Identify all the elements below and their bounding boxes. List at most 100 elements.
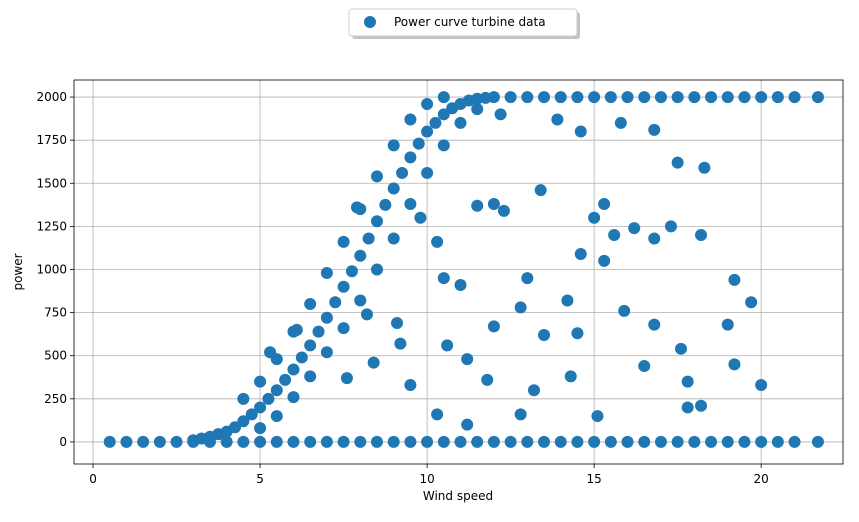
point (414, 211, 427, 224)
point (345, 265, 358, 278)
point (421, 166, 434, 179)
point (237, 435, 250, 448)
x-tick-label: 20 (754, 472, 769, 486)
point (574, 247, 587, 260)
point (538, 91, 551, 104)
point (270, 410, 283, 423)
point (755, 435, 768, 448)
point (461, 418, 474, 431)
point (287, 363, 300, 376)
point (811, 435, 824, 448)
point (170, 435, 183, 448)
point (340, 372, 353, 385)
point (295, 351, 308, 364)
point (554, 435, 567, 448)
point (521, 435, 534, 448)
point (379, 198, 392, 211)
point (695, 399, 708, 412)
point (270, 384, 283, 397)
point (320, 346, 333, 359)
grid (74, 80, 843, 464)
point (429, 116, 442, 129)
point (120, 435, 133, 448)
point (688, 435, 701, 448)
point (404, 197, 417, 210)
legend-box (348, 8, 578, 37)
point (504, 91, 517, 104)
point (698, 161, 711, 174)
point (681, 375, 694, 388)
point (360, 308, 373, 321)
point (494, 108, 507, 121)
point (574, 125, 587, 138)
point (728, 358, 741, 371)
point (521, 91, 534, 104)
point (396, 166, 409, 179)
point (237, 392, 250, 405)
point (304, 297, 317, 310)
point (811, 91, 824, 104)
point (588, 91, 601, 104)
point (504, 435, 517, 448)
point (487, 197, 500, 210)
point (245, 408, 258, 421)
points (103, 91, 824, 448)
point (320, 311, 333, 324)
point (588, 211, 601, 224)
point (705, 91, 718, 104)
point (471, 199, 484, 212)
y-tick-label: 1000 (36, 262, 67, 276)
point (431, 408, 444, 421)
y-tick-label: 1750 (36, 133, 67, 147)
point (350, 201, 363, 214)
point (664, 220, 677, 233)
point (421, 125, 434, 138)
point (337, 322, 350, 335)
point (103, 435, 116, 448)
point (554, 91, 567, 104)
y-axis-label: power (11, 253, 25, 290)
point (437, 435, 450, 448)
point (695, 229, 708, 242)
point (571, 327, 584, 340)
point (598, 197, 611, 210)
point (304, 435, 317, 448)
y-tick-label: 250 (44, 392, 67, 406)
point (254, 375, 267, 388)
point (654, 91, 667, 104)
point (621, 435, 634, 448)
point (320, 435, 333, 448)
point (471, 103, 484, 116)
point (788, 435, 801, 448)
point (279, 373, 292, 386)
plot-frame (73, 79, 844, 465)
point (254, 401, 267, 414)
point (728, 273, 741, 286)
point (654, 435, 667, 448)
point (521, 272, 534, 285)
point (437, 108, 450, 121)
x-tick-label: 10 (419, 472, 434, 486)
point (431, 235, 444, 248)
point (571, 435, 584, 448)
point (721, 91, 734, 104)
legend-marker (364, 16, 376, 28)
point (755, 91, 768, 104)
point (137, 435, 150, 448)
point (771, 435, 784, 448)
point (337, 235, 350, 248)
axes: 0 5 10 15 20 0 250 500 750 1000 1250 1500 1750 2000 (36, 90, 768, 486)
point (354, 294, 367, 307)
point (370, 435, 383, 448)
point (437, 91, 450, 104)
point (304, 339, 317, 352)
point (588, 435, 601, 448)
point (705, 435, 718, 448)
point (648, 318, 661, 331)
point (487, 320, 500, 333)
point (391, 316, 404, 329)
y-tick-label: 750 (44, 306, 67, 320)
point (621, 91, 634, 104)
point (270, 435, 283, 448)
